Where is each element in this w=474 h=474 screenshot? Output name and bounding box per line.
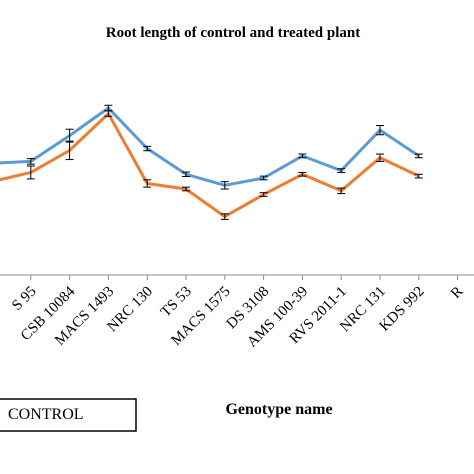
error-bar bbox=[26, 165, 35, 180]
x-tick-label: TS 53 bbox=[158, 284, 195, 321]
error-bar bbox=[220, 213, 229, 220]
chart-title: Root length of control and treated plant bbox=[106, 25, 360, 41]
error-bar bbox=[143, 145, 152, 152]
legend: CONTROL bbox=[0, 398, 137, 432]
x-tick-label: R bbox=[448, 284, 466, 302]
legend-box bbox=[0, 398, 137, 432]
error-bar bbox=[143, 179, 152, 188]
x-axis-label: Genotype name bbox=[225, 401, 332, 418]
error-bar bbox=[65, 128, 74, 143]
error-bar bbox=[376, 125, 384, 136]
error-bar bbox=[26, 158, 35, 165]
plot-area bbox=[0, 104, 474, 280]
error-bar bbox=[376, 153, 384, 162]
error-bar bbox=[65, 140, 74, 161]
error-bar bbox=[298, 171, 307, 177]
error-bar bbox=[182, 186, 190, 192]
error-bar bbox=[104, 110, 113, 117]
error-bar bbox=[414, 173, 423, 179]
error-bar bbox=[220, 181, 229, 190]
x-tick-label: S 95 bbox=[9, 284, 39, 314]
series-line-control bbox=[0, 106, 420, 187]
error-bar bbox=[337, 168, 346, 173]
legend-entry-control: CONTROL bbox=[8, 406, 84, 423]
error-bar bbox=[337, 187, 346, 195]
series-line-treated bbox=[0, 112, 420, 219]
error-bar bbox=[259, 192, 268, 197]
error-bar bbox=[298, 153, 307, 159]
error-bar bbox=[414, 153, 423, 159]
error-bar bbox=[182, 171, 190, 177]
error-bar bbox=[259, 175, 268, 181]
